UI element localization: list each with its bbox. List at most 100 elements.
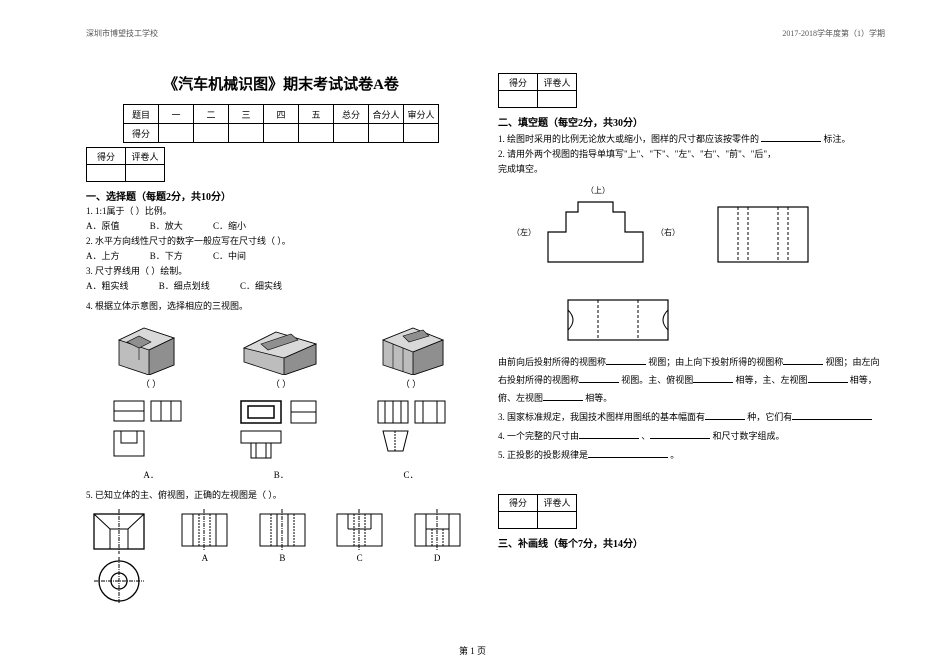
hdr-cell [264,124,299,143]
q5-cap-c: C [357,553,363,563]
views-a [109,396,189,466]
s2-q4: 4. 一个完整的尺寸由 、 和尺寸数字组成。 [498,427,888,445]
q4-iso-row [86,320,476,375]
s2-q2b: 完成填空。 [498,163,888,177]
pb: 视图；由上向下投射所得的视图称 [648,357,783,367]
blank [761,131,821,142]
s2q1b: 标注。 [824,134,851,144]
grader-label-3: 评卷人 [538,494,577,511]
section3-title: 三、补画线（每个7分，共14分） [498,535,888,550]
q2: 2. 水平方向线性尺寸的数字一般应写在尺寸线（ ）。 [86,235,476,249]
score-box-1: 得分 评卷人 [86,147,165,182]
blank [543,390,583,401]
q3-options: A．粗实线 B．细点划线 C．细实线 [86,280,476,294]
pg: 相等， [850,375,877,385]
score-label-2: 得分 [499,74,538,91]
blank [579,428,639,439]
ph: 俯、左视图 [498,393,543,403]
s2-q1: 1. 绘图时采用的比例无论放大或缩小，图样的尺寸都应该按零件的 标注。 [498,131,888,147]
pc: 视图；由左向 [826,357,880,367]
q4-caps-row: A． B． C． [86,468,476,481]
q5-opt-c [332,509,387,551]
q1-opt-c: C．缩小 [213,220,246,234]
blank [606,354,646,365]
q2-opt-c: C．中间 [213,250,246,264]
q4-cap-a: A． [143,468,159,481]
q4: 4. 根据立体示意图，选择相应的三视图。 [86,300,476,314]
q3-opt-c: C．细实线 [240,280,282,294]
blank [783,354,823,365]
s2q5a: 5. 正投影的投影规律是 [498,450,588,460]
q4-cap-c: C． [404,468,419,481]
s2-view3 [558,292,678,347]
q3-opt-a: A．粗实线 [86,280,129,294]
s2q5b: 。 [670,450,679,460]
score-label: 得分 [87,148,126,165]
q1-opt-b: B．放大 [150,220,183,234]
pd: 右投射所得的视图称 [498,375,579,385]
hdr-cell: 总分 [334,105,369,124]
pe: 视图。主、俯视图 [621,375,693,385]
hdr-cell: 审分人 [404,105,439,124]
iso-solid-b [236,320,326,375]
grader-label: 评卷人 [126,148,165,165]
q2-options: A．上方 B．下方 C．中间 [86,250,476,264]
views-c [373,396,453,466]
pi: 相等。 [585,393,612,403]
q5-cap-a: A [202,553,209,563]
q4-paren-a: （ ） [141,377,161,390]
q5-opt-a [177,509,232,551]
hdr-cell: 合分人 [369,105,404,124]
section1-title: 一、选择题（每题2分，共10分） [86,188,476,203]
q5-cap-b: B [279,553,285,563]
s2-view2 [708,197,818,272]
s2q3a: 3. 国家标准规定，我国技术图样用图纸的基本幅面有 [498,412,705,422]
hdr-cell: 四 [264,105,299,124]
s2-view3-wrap [558,292,888,347]
hdr-cell: 三 [229,105,264,124]
s2q1a: 1. 绘图时采用的比例无论放大或缩小，图样的尺寸都应该按零件的 [498,134,759,144]
grader-label-2: 评卷人 [538,74,577,91]
s2-para: 由前向后投射所得的视图称 视图；由上向下投射所得的视图称 视图；由左向 右投射所… [498,353,888,407]
q3: 3. 尺寸界线用（ ）绘制。 [86,265,476,279]
score-label-3: 得分 [499,494,538,511]
s2q4b: 、 [641,431,650,441]
hdr-cell [334,124,369,143]
q4-cap-b: B． [274,468,289,481]
blank [705,409,745,420]
hdr-cell [369,124,404,143]
left-column: 《汽车机械识图》期末考试试卷A卷 题目一二三四五总分合分人审分人 得分 得分 评… [86,55,476,604]
section2-title: 二、填空题（每空2分，共30分） [498,114,888,129]
blank [650,428,710,439]
blank [808,372,848,383]
s2-q2a: 2. 请用外两个视图的指导单填写"上"、"下"、"左"、"右"、"前"、"后"， [498,148,888,162]
q3-opt-b: B．细点划线 [159,280,210,294]
s2q4c: 和尺寸数字组成。 [713,431,785,441]
blank [792,409,872,420]
q5: 5. 已知立体的主、俯视图，正确的左视图是（ ）。 [86,489,476,503]
q2-opt-b: B．下方 [150,250,183,264]
iso-solid-c [373,320,453,375]
iso-solid-a [109,320,189,375]
pf: 相等，主、左视图 [736,375,808,385]
q5-figs: A B C D [86,509,476,604]
q4-paren-b: （ ） [271,377,291,390]
hdr-cell: 五 [299,105,334,124]
hdr-cell: 题目 [124,105,159,124]
hdr-cell: 二 [194,105,229,124]
s2-q5: 5. 正投影的投影规律是 。 [498,446,888,464]
hdr-cell: 一 [159,105,194,124]
q4-paren-c: （ ） [401,377,421,390]
blank [588,447,668,458]
q1-opt-a: A．原值 [86,220,120,234]
score-box-3: 得分 评卷人 [498,494,577,529]
hdr-cell [159,124,194,143]
s2q3b: 种，它们有 [747,412,792,422]
header-right: 2017-2018学年度第（1）学期 [782,28,885,39]
blank [579,372,619,383]
hdr-cell [404,124,439,143]
header-left: 深圳市博望技工学校 [86,28,158,39]
q4-views-row [86,396,476,466]
hdr-cell: 得分 [124,124,159,143]
pa: 由前向后投射所得的视图称 [498,357,606,367]
